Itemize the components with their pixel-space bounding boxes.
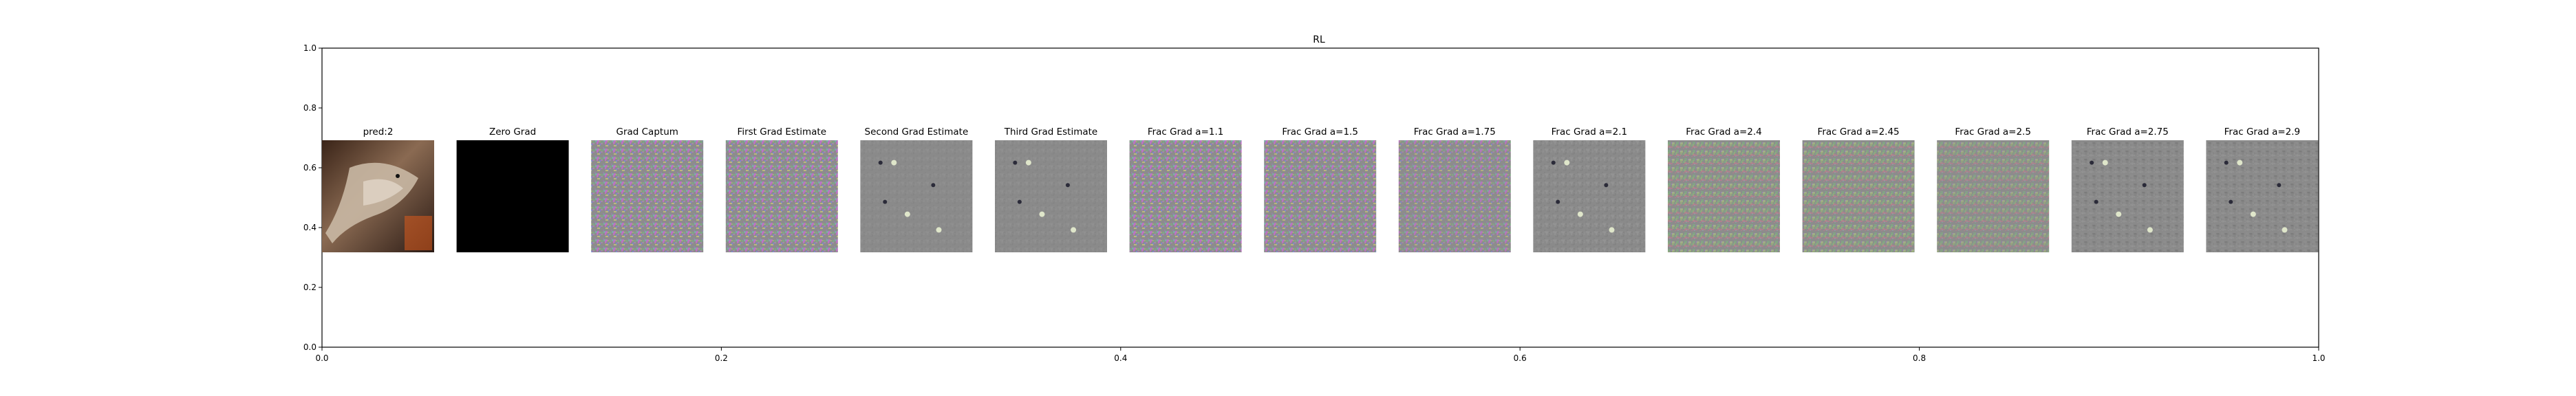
gradient-spot xyxy=(2102,160,2108,166)
panel-title: Frac Grad a=2.4 xyxy=(1686,126,1762,138)
panel-title: Frac Grad a=2.5 xyxy=(1955,126,2031,138)
image-panel: Frac Grad a=2.45 xyxy=(1802,126,1915,252)
panel-image xyxy=(2206,140,2319,252)
panel-title: pred:2 xyxy=(363,126,394,138)
gradient-spot xyxy=(2147,227,2153,233)
gradient-spot xyxy=(1577,211,1583,217)
panel-image xyxy=(1264,140,1377,252)
panel-image xyxy=(995,140,1107,252)
gradient-spot xyxy=(2277,183,2282,188)
gradient-spot xyxy=(904,211,910,217)
gradient-spot xyxy=(2090,160,2094,165)
gradient-spot xyxy=(1017,199,1022,204)
gradient-spot xyxy=(2282,227,2288,233)
gradient-spot xyxy=(2116,211,2122,217)
gradient-spot xyxy=(1039,211,1045,217)
x-tick-label: 0.4 xyxy=(1114,353,1127,363)
panel-image xyxy=(860,140,973,252)
gradient-spot xyxy=(2142,183,2147,188)
image-panel: Frac Grad a=2.4 xyxy=(1668,126,1780,252)
panel-title: Frac Grad a=1.75 xyxy=(1414,126,1496,138)
panel-image xyxy=(1398,140,1511,252)
panel-title: Grad Captum xyxy=(616,126,678,138)
gradient-spot xyxy=(1551,160,1556,165)
y-tick-label: 0.8 xyxy=(303,103,316,113)
image-panel: Grad Captum xyxy=(591,126,704,252)
panel-title: Frac Grad a=2.45 xyxy=(1818,126,1900,138)
gradient-spot xyxy=(936,227,942,233)
panel-title: Second Grad Estimate xyxy=(865,126,969,138)
panel-title: First Grad Estimate xyxy=(738,126,826,138)
panel-title: Frac Grad a=2.75 xyxy=(2087,126,2169,138)
panel-image xyxy=(456,140,569,252)
x-tick-label: 0.8 xyxy=(1913,353,1926,363)
panel-image xyxy=(1129,140,1242,252)
panel-image xyxy=(1668,140,1780,252)
x-tick-label: 1.0 xyxy=(2312,353,2325,363)
panel-title: Third Grad Estimate xyxy=(1004,126,1098,138)
image-panel: Frac Grad a=1.75 xyxy=(1398,126,1511,252)
image-panel: Second Grad Estimate xyxy=(860,126,973,252)
panel-image xyxy=(2071,140,2184,252)
gradient-spot xyxy=(2094,199,2099,204)
image-panels: pred:2 Zero Grad Grad Captum First Grad Est… xyxy=(322,126,2319,252)
background-blob xyxy=(405,216,432,250)
gradient-spot xyxy=(2229,199,2233,204)
panel-image xyxy=(1533,140,1646,252)
lizard-highlight xyxy=(363,179,403,206)
panel-image xyxy=(1937,140,2050,252)
gradient-spot xyxy=(883,199,888,204)
gradient-spot xyxy=(1065,183,1070,188)
gradient-spot xyxy=(891,160,897,166)
panel-title: Frac Grad a=2.1 xyxy=(1552,126,1628,138)
gradient-spot xyxy=(1013,160,1018,165)
chart-title: RL xyxy=(1313,34,1325,45)
image-panel: Frac Grad a=1.5 xyxy=(1264,126,1377,252)
image-panel: pred:2 xyxy=(322,126,434,252)
y-tick-label: 0.0 xyxy=(303,342,316,352)
panel-image xyxy=(725,140,838,252)
gradient-spot xyxy=(1564,160,1570,166)
image-panel: First Grad Estimate xyxy=(725,126,838,252)
x-tick-label: 0.0 xyxy=(315,353,328,363)
y-tick-label: 0.6 xyxy=(303,163,316,173)
y-tick-label: 0.4 xyxy=(303,223,316,232)
panel-title: Zero Grad xyxy=(489,126,536,138)
panel-title: Frac Grad a=1.5 xyxy=(1282,126,1358,138)
image-panel: Third Grad Estimate xyxy=(995,126,1107,252)
lizard-eye xyxy=(396,174,400,178)
panel-image xyxy=(1802,140,1915,252)
image-panel: Frac Grad a=2.1 xyxy=(1533,126,1646,252)
x-tick-label: 0.6 xyxy=(1514,353,1527,363)
panel-title: Frac Grad a=2.9 xyxy=(2224,126,2301,138)
gradient-spot xyxy=(1556,199,1560,204)
gradient-spot xyxy=(2250,211,2256,217)
image-panel: Frac Grad a=2.5 xyxy=(1937,126,2050,252)
gradient-spot xyxy=(1025,160,1031,166)
gradient-spot xyxy=(2237,160,2243,166)
x-tick-label: 0.2 xyxy=(715,353,728,363)
panel-image xyxy=(591,140,704,252)
gradient-spot xyxy=(931,183,936,188)
image-panel: Frac Grad a=2.9 xyxy=(2206,126,2319,252)
y-tick-label: 1.0 xyxy=(303,43,316,53)
gradient-spot xyxy=(2224,160,2229,165)
gradient-spot xyxy=(1604,183,1609,188)
image-panel: Zero Grad xyxy=(456,126,569,252)
gradient-spot xyxy=(1071,227,1077,233)
gradient-spot xyxy=(878,160,883,165)
image-panel: Frac Grad a=2.75 xyxy=(2071,126,2184,252)
gradient-spot xyxy=(1609,227,1615,233)
panel-title: Frac Grad a=1.1 xyxy=(1148,126,1224,138)
y-tick-label: 0.2 xyxy=(303,283,316,292)
image-panel: Frac Grad a=1.1 xyxy=(1129,126,1242,252)
